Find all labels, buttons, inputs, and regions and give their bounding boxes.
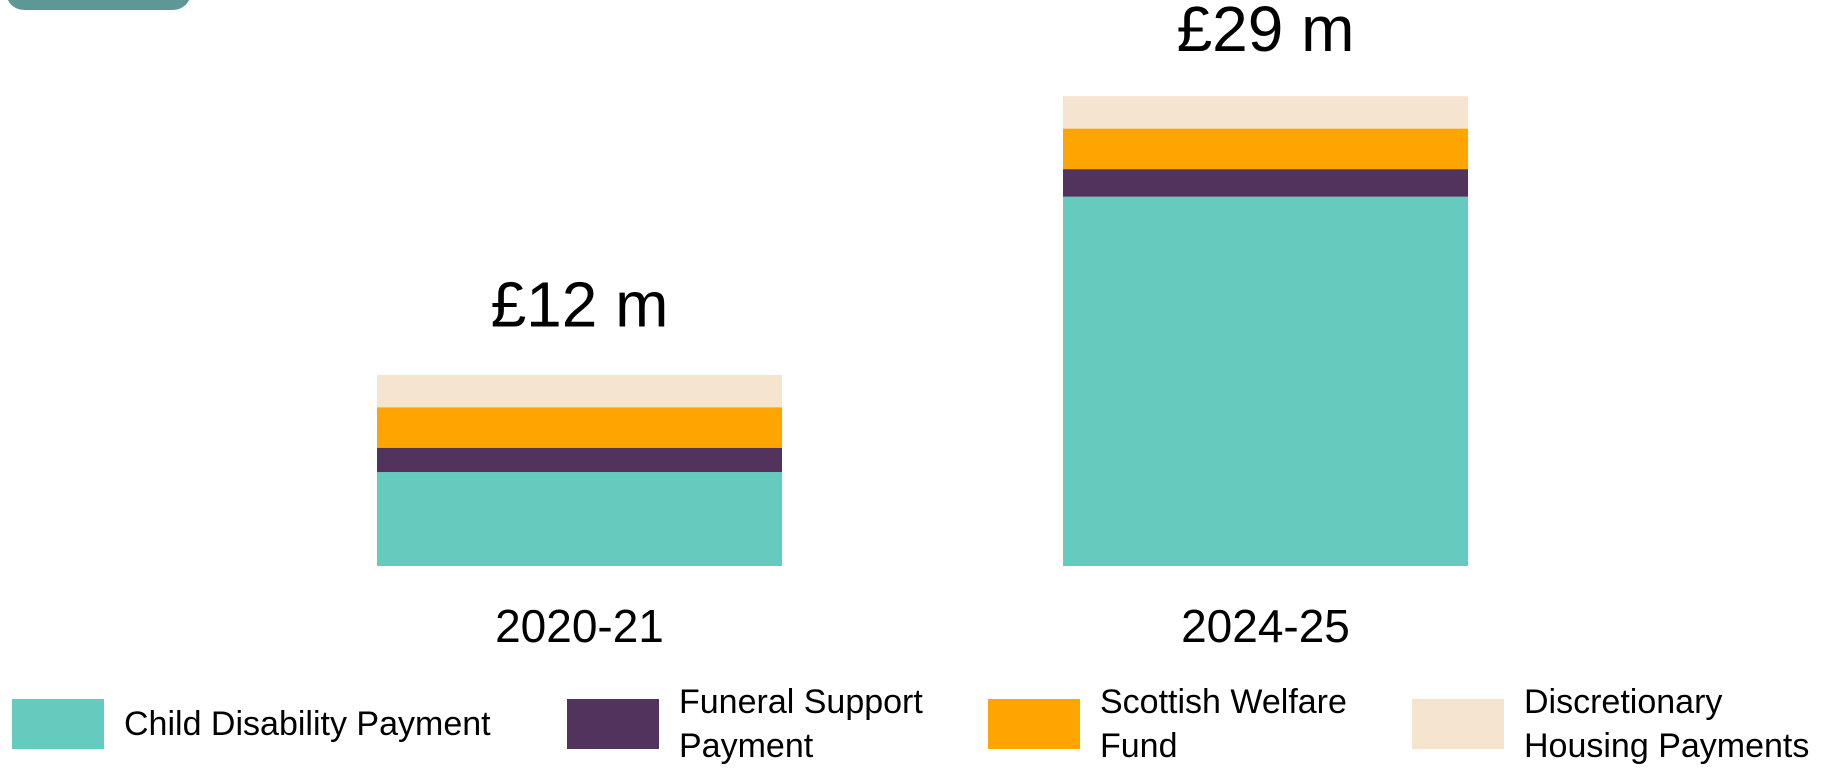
legend-label: Discretionary Housing Payments: [1524, 683, 1810, 765]
bar-segment: [1063, 96, 1468, 129]
legend-swatch: [567, 699, 659, 749]
category-label: 2020-21: [495, 600, 664, 652]
category-label: 2024-25: [1181, 600, 1350, 652]
legend-label: Scottish Welfare Fund: [1100, 683, 1347, 765]
legend-item: Scottish Welfare Fund: [988, 678, 1400, 770]
legend-item: Child Disability Payment: [12, 678, 544, 770]
total-label: £29 m: [1177, 0, 1355, 65]
legend-swatch: [1412, 699, 1504, 749]
legend-label: Child Disability Payment: [124, 705, 491, 743]
bar-segment: [1063, 169, 1468, 197]
bar-segment: [377, 374, 782, 408]
total-label: £12 m: [491, 269, 669, 341]
bar-segment: [377, 472, 782, 566]
bar-segment: [377, 407, 782, 448]
header-badge: [7, 0, 190, 10]
legend-item: Funeral Support Payment: [567, 678, 959, 770]
legend-item: Discretionary Housing Payments: [1412, 678, 1846, 770]
legend-swatch: [12, 699, 104, 749]
legend: Child Disability Payment Funeral Support …: [0, 678, 1846, 770]
bar-segment: [377, 447, 782, 473]
legend-swatch: [988, 699, 1080, 749]
bar-segment: [1063, 196, 1468, 566]
legend-label: Funeral Support Payment: [679, 683, 923, 765]
bar-segment: [1063, 128, 1468, 170]
